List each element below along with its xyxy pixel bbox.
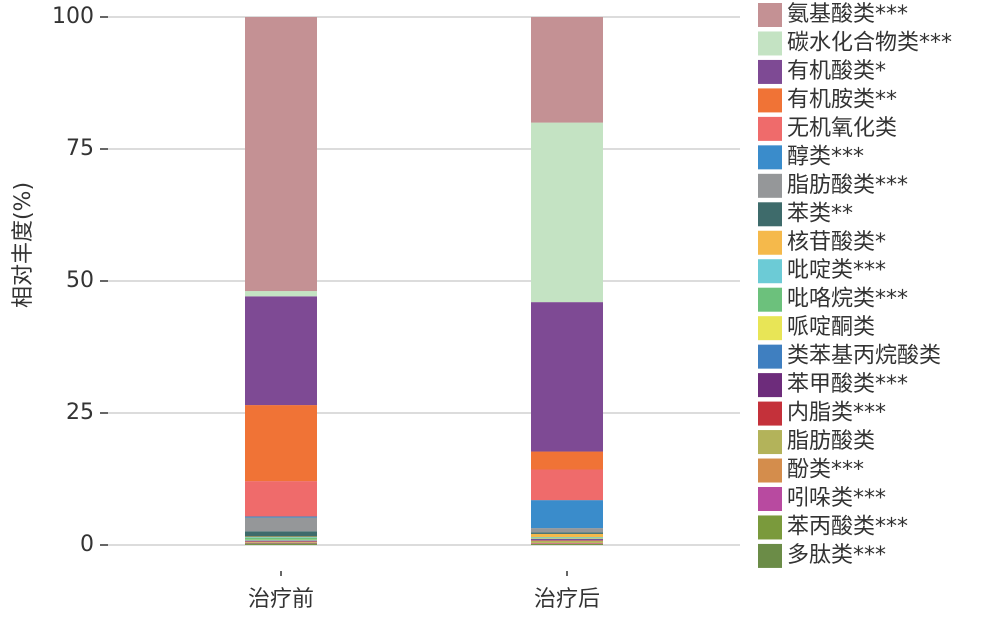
bar-segment xyxy=(245,544,317,545)
bar-segment xyxy=(531,540,603,543)
bar-segment xyxy=(531,528,603,533)
legend-swatch xyxy=(758,59,782,84)
legend-label: 核苷酸类* xyxy=(787,230,886,255)
legend-label: 多肽类*** xyxy=(787,543,886,568)
legend-swatch xyxy=(758,88,782,113)
legend-swatch xyxy=(758,145,782,170)
legend-label: 有机胺类** xyxy=(787,87,897,112)
bar-segment xyxy=(245,541,317,542)
bar-segment xyxy=(245,516,317,518)
bar-segment xyxy=(245,541,317,543)
bar-segment xyxy=(245,296,317,406)
legend-swatch xyxy=(758,3,782,27)
bar-segment xyxy=(245,481,317,517)
bar-segment xyxy=(531,302,603,452)
legend-swatch xyxy=(758,515,782,540)
legend-swatch xyxy=(758,202,782,227)
bar-segment xyxy=(245,540,317,541)
legend-label: 氨基酸类*** xyxy=(787,2,908,27)
legend-label: 吡啶类*** xyxy=(787,258,886,283)
bar-segment xyxy=(245,539,317,541)
y-axis-label: 相对丰度(%) xyxy=(11,182,36,308)
bar-segment xyxy=(531,122,603,303)
legend-swatch xyxy=(758,430,782,455)
legend-label: 脂肪酸类*** xyxy=(787,173,908,198)
bar-segment xyxy=(531,539,603,541)
bar-segment xyxy=(245,537,317,540)
legend-label: 无机氧化类 xyxy=(787,116,897,141)
bar-segment xyxy=(531,537,603,538)
legend-label: 哌啶酮类 xyxy=(787,315,875,340)
bar-segment xyxy=(245,517,317,532)
bar-segment xyxy=(531,500,603,529)
legend-label: 碳水化合物类*** xyxy=(787,30,952,55)
legend-swatch xyxy=(758,230,782,255)
bar-segment xyxy=(531,17,603,123)
y-tick-label: 25 xyxy=(66,400,94,425)
bar-segment xyxy=(531,538,603,540)
legend-swatch xyxy=(758,116,782,141)
bar-segment xyxy=(531,540,603,541)
legend-swatch xyxy=(758,486,782,511)
legend-swatch xyxy=(758,173,782,198)
legend-swatch xyxy=(758,316,782,341)
bar-segment xyxy=(531,537,603,539)
bar-segment xyxy=(531,542,603,544)
bar-segment xyxy=(531,538,603,539)
bar-segment xyxy=(531,532,603,534)
legend-swatch xyxy=(758,543,782,568)
bar-segment xyxy=(245,536,317,538)
legend-swatch xyxy=(758,31,782,56)
bar-segment xyxy=(531,469,603,501)
legend-label: 苯类** xyxy=(787,201,853,226)
bar-segment xyxy=(245,542,317,543)
bar-segment xyxy=(245,537,317,538)
bar-segment xyxy=(531,544,603,545)
y-tick-label: 50 xyxy=(66,268,94,293)
legend-label: 酚类*** xyxy=(787,458,864,483)
bar-segment xyxy=(531,543,603,544)
legend-swatch xyxy=(758,259,782,284)
bar-segment xyxy=(245,531,317,537)
bar-segment xyxy=(531,451,603,470)
legend-label: 苯甲酸类*** xyxy=(787,372,908,397)
bar-segment xyxy=(245,543,317,545)
x-tick-label: 治疗前 xyxy=(248,587,314,612)
legend-label: 醇类*** xyxy=(787,144,864,169)
bar-segment xyxy=(245,540,317,542)
bar-segment xyxy=(245,405,317,482)
bar-segment xyxy=(245,542,317,544)
legend-swatch xyxy=(758,401,782,426)
bar-segment xyxy=(245,291,317,297)
legend-label: 有机酸类* xyxy=(787,59,886,84)
y-tick-label: 75 xyxy=(66,136,94,161)
legend-label: 吲哚类*** xyxy=(787,486,886,511)
legend-label: 吡咯烷类*** xyxy=(787,287,908,312)
y-tick-label: 0 xyxy=(80,532,94,557)
legend-swatch xyxy=(758,287,782,312)
legend-label: 类苯基丙烷酸类 xyxy=(787,344,941,369)
legend-label: 内脂类*** xyxy=(787,401,886,426)
legend-swatch xyxy=(758,373,782,398)
legend-swatch xyxy=(758,344,782,369)
y-tick-label: 100 xyxy=(52,4,94,29)
bar-segment xyxy=(245,17,317,292)
legend-label: 苯丙酸类*** xyxy=(787,514,908,539)
legend-label: 脂肪酸类 xyxy=(787,429,875,454)
legend-swatch xyxy=(758,458,782,483)
bar-segment xyxy=(531,533,603,538)
bar-segment xyxy=(531,543,603,545)
x-tick-label: 治疗后 xyxy=(534,587,600,612)
